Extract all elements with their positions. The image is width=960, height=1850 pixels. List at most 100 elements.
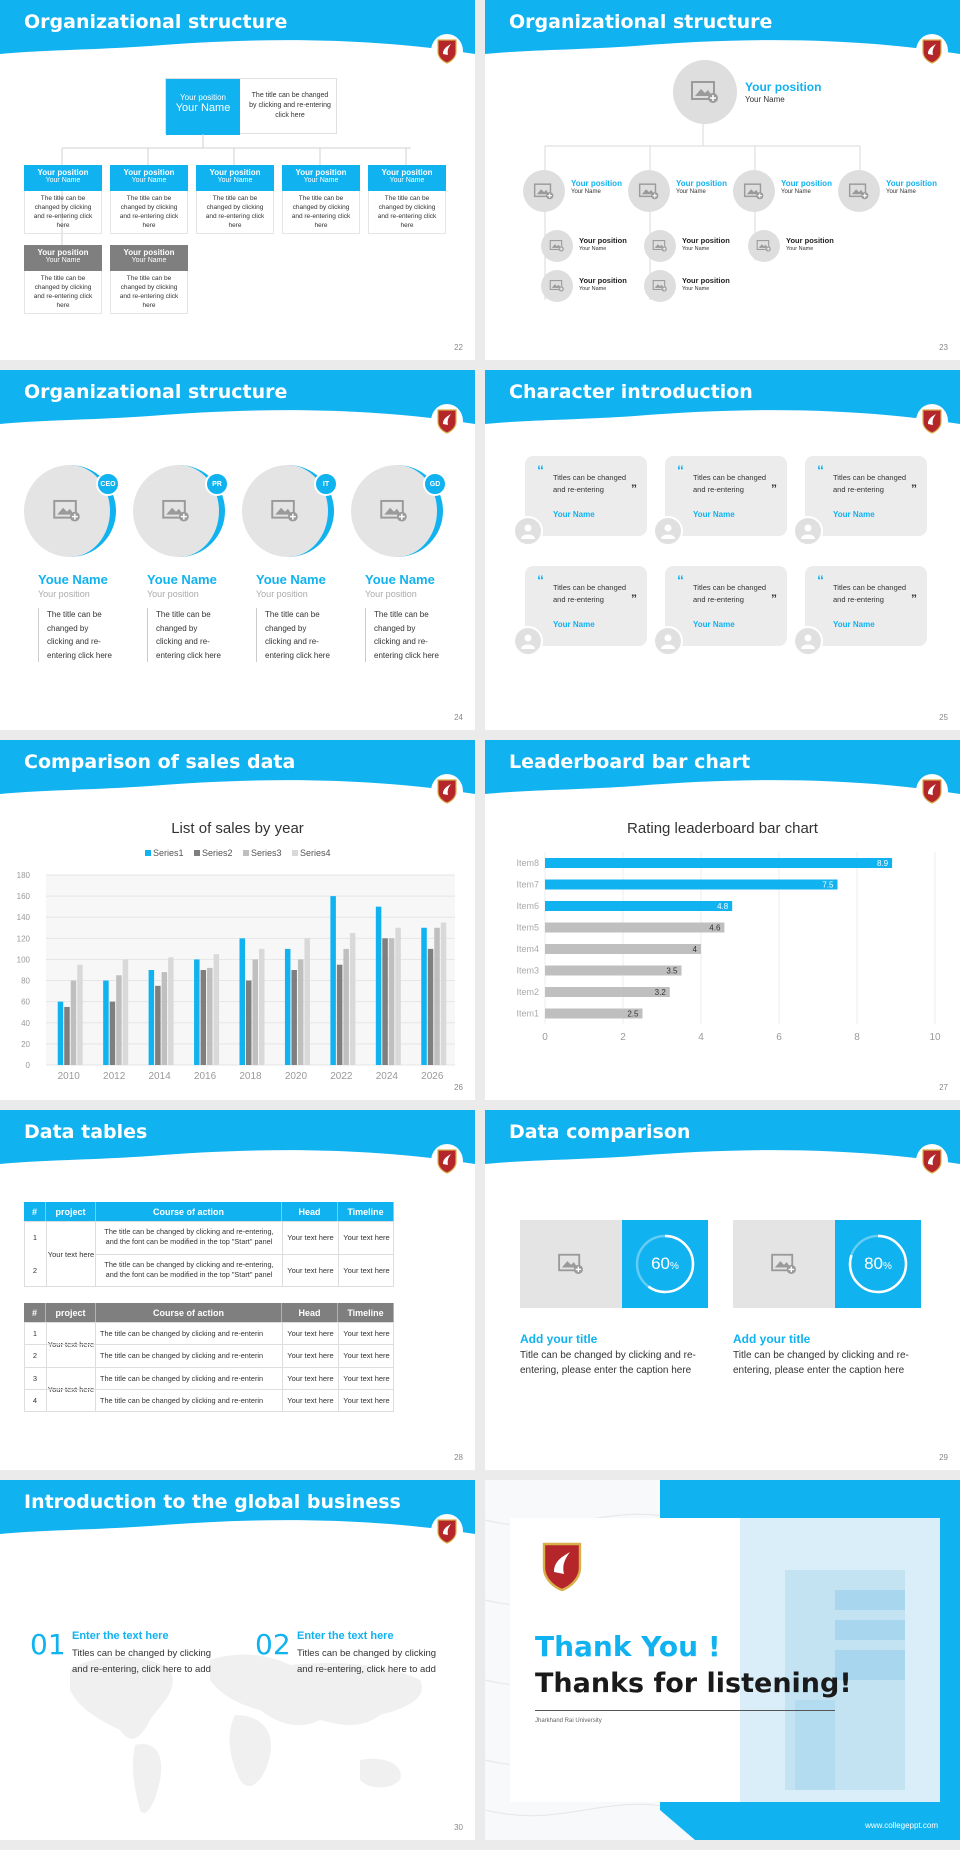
slide-26[interactable]: Comparison of sales data List of sales b…: [0, 740, 475, 1100]
close-quote-icon: ”: [631, 592, 637, 606]
legend-label: Series3: [251, 848, 282, 858]
y-tick-label: Item5: [516, 923, 539, 933]
avatar-placeholder: [628, 170, 670, 212]
close-quote-icon: ”: [911, 482, 917, 496]
page-number: 29: [939, 1453, 948, 1462]
action-cell: The title can be changed by clicking and…: [100, 1396, 264, 1405]
slide-title: Organizational structure: [24, 11, 288, 33]
x-tick-label: 2012: [103, 1071, 126, 1082]
bar-series3: [343, 948, 349, 1065]
quote-card[interactable]: “ Titles can be changed and re-entering ” Y…: [805, 566, 927, 646]
org-position: Your position: [676, 179, 727, 188]
org-position: Your position: [209, 168, 261, 177]
org-desc: The title can be changed by clicking and…: [24, 271, 102, 315]
timeline-cell: Your text here: [338, 1254, 394, 1287]
slide-30[interactable]: Introduction to the global business 01 En…: [0, 1480, 475, 1840]
slide-24[interactable]: Organizational structure CEO Youe Name You…: [0, 370, 475, 730]
quote-card[interactable]: “ Titles can be changed and re-entering ” Y…: [525, 456, 647, 536]
y-tick-label: 60: [21, 998, 30, 1007]
bar-series2: [64, 1006, 70, 1065]
head-cell: Your text here: [282, 1344, 338, 1367]
org-desc: The title can be changed by clicking and…: [196, 191, 274, 235]
table-header-cell: project: [46, 1303, 96, 1322]
slide-23[interactable]: Organizational structure Your position Y…: [485, 0, 960, 360]
quote-author: Your Name: [553, 510, 595, 519]
table-header-cell: #: [24, 1303, 46, 1322]
bar-series4: [304, 938, 310, 1065]
slide-title: Organizational structure: [509, 11, 773, 33]
org-card[interactable]: Your position Your Name The title can be c…: [368, 165, 446, 235]
open-quote-icon: “: [677, 572, 684, 588]
x-tick-label: 6: [776, 1032, 782, 1043]
org-top-box[interactable]: Your position Your Name The title can be…: [165, 78, 337, 135]
org-card[interactable]: Your position Your Name The title can be c…: [110, 245, 188, 315]
bar-series2: [291, 970, 297, 1065]
x-tick-label: 8: [854, 1032, 860, 1043]
data-label: 2.5: [627, 1010, 639, 1019]
slide-28[interactable]: Data tables # project Course of action Head…: [0, 1110, 475, 1470]
org-card[interactable]: Your position Your Name The title can be c…: [110, 165, 188, 235]
bar-series1: [330, 896, 336, 1065]
page-number: 26: [454, 1083, 463, 1092]
timeline-cell: Your text here: [338, 1389, 394, 1412]
slide-25[interactable]: Character introduction “ Titles can be ch…: [485, 370, 960, 730]
percent-panel: 60%: [622, 1220, 708, 1308]
legend-label: Series4: [300, 848, 331, 858]
org-card[interactable]: Your position Your Name The title can be c…: [282, 165, 360, 235]
person-position: Your position: [38, 589, 90, 599]
slide-title: Introduction to the global business: [24, 1491, 401, 1513]
data-label: 7.5: [822, 881, 834, 890]
percent-label: 60%: [622, 1254, 708, 1274]
table-header-cell: Course of action: [96, 1303, 282, 1322]
org-name: Your Name: [781, 189, 811, 195]
page-number: 22: [454, 343, 463, 352]
org-card[interactable]: Your position Your Name The title can be c…: [196, 165, 274, 235]
action-cell: The title can be changed by clicking and…: [100, 1373, 264, 1383]
background-pattern: [485, 1480, 960, 1840]
org-card-header: Your position Your Name: [24, 245, 102, 271]
bar-series1: [148, 970, 155, 1065]
slide-22[interactable]: Organizational structure Your position Y…: [0, 0, 475, 360]
org-card[interactable]: Your position Your Name The title can be c…: [24, 245, 102, 315]
org-position: Your position: [180, 93, 226, 102]
page-number: 28: [454, 1453, 463, 1462]
slide-29[interactable]: Data comparison 60% Add your title Title c…: [485, 1110, 960, 1470]
quote-author: Your Name: [833, 510, 875, 519]
quote-card[interactable]: “ Titles can be changed and re-entering ” Y…: [525, 566, 647, 646]
org-name: Your Name: [676, 189, 706, 195]
data-label: 4.6: [709, 924, 721, 933]
bar-series4: [77, 964, 83, 1065]
person-name: Youe Name: [365, 572, 435, 587]
bar-series1: [194, 959, 200, 1065]
person-desc: The title can be changed by clicking and…: [256, 608, 334, 663]
percent-unit: %: [883, 1261, 892, 1272]
bar: [545, 901, 733, 911]
org-position: Your position: [37, 248, 89, 257]
slide-thank-you[interactable]: Thank You ! Thanks for listening! Jharkh…: [485, 1480, 960, 1840]
data-label: 8.9: [877, 859, 889, 868]
quote-author: Your Name: [833, 620, 875, 629]
bar: [545, 922, 725, 933]
page-number: 30: [454, 1823, 463, 1832]
org-card[interactable]: Your position Your Name The title can be c…: [24, 165, 102, 235]
quote-text: Titles can be changed and re-entering: [833, 473, 907, 494]
bar-series3: [434, 927, 440, 1065]
university-logo-icon: [431, 34, 463, 68]
sales-bar-chart: 0 20 40 60 80 100 120 140 160 180 2010 2012 2014 2016…: [17, 848, 455, 1082]
item-desc: Title can be changed by clicking and re-…: [733, 1350, 909, 1376]
slide-27[interactable]: Leaderboard bar chart Rating leaderboard…: [485, 740, 960, 1100]
quote-card[interactable]: “ Titles can be changed and re-entering ” Y…: [665, 456, 787, 536]
y-tick-label: Item3: [516, 966, 539, 976]
person-desc: The title can be changed by clicking and…: [147, 608, 225, 663]
page-number: 25: [939, 713, 948, 722]
bar-series1: [103, 980, 109, 1065]
quote-card[interactable]: “ Titles can be changed and re-entering ” Y…: [805, 456, 927, 536]
item-heading: Enter the text here: [72, 1630, 169, 1642]
y-tick-label: 140: [17, 913, 31, 922]
website-link[interactable]: www.collegeppt.com: [865, 1821, 938, 1830]
bar: [545, 965, 682, 976]
x-tick-label: 0: [542, 1032, 548, 1043]
quote-card[interactable]: “ Titles can be changed and re-entering ” Y…: [665, 566, 787, 646]
bar: [545, 879, 838, 890]
